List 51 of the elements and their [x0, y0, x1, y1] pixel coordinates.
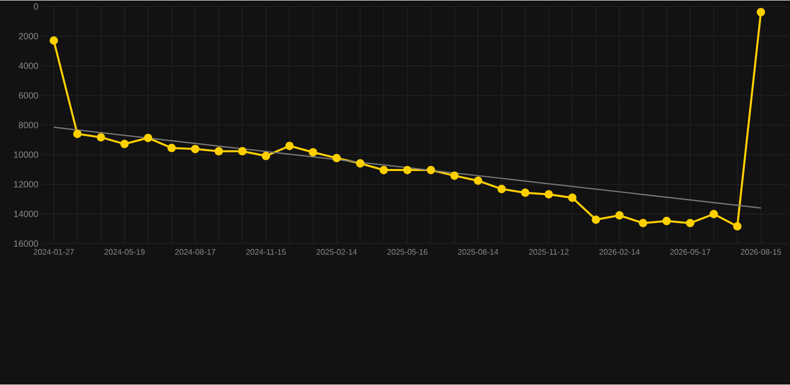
- point: [662, 217, 671, 226]
- point: [592, 216, 600, 224]
- x-tick-label: 2026-05-17: [670, 249, 710, 255]
- point: [214, 147, 223, 156]
- y-tick-label: 12000: [14, 181, 38, 188]
- x-tick-label: 2024-05-19: [104, 249, 145, 255]
- point: [332, 154, 341, 162]
- point: [474, 176, 482, 186]
- y-tick-label: 8000: [18, 122, 38, 128]
- point: [285, 142, 294, 150]
- point: [50, 36, 58, 46]
- x-tick-label: 2024-01-27: [34, 249, 74, 255]
- y-tick-label: 6000: [18, 92, 38, 99]
- point: [96, 133, 106, 142]
- point: [426, 166, 436, 174]
- point: [380, 166, 388, 174]
- y-tick-label: 4000: [18, 62, 38, 70]
- point: [403, 166, 412, 174]
- y-tick-label: 0: [34, 4, 38, 10]
- point: [120, 140, 129, 148]
- point: [544, 190, 553, 199]
- point: [356, 159, 364, 168]
- point: [686, 219, 694, 228]
- point: [497, 185, 506, 194]
- point: [262, 152, 270, 160]
- x-tick-label: 2024-08-17: [175, 249, 216, 255]
- point: [191, 145, 200, 154]
- y-tick-label: 14000: [14, 210, 38, 218]
- point: [167, 144, 176, 152]
- point: [73, 130, 82, 138]
- y-tick-label: 10000: [14, 152, 38, 158]
- point: [568, 194, 577, 202]
- point: [238, 147, 247, 156]
- point: [308, 148, 318, 157]
- y-tick-label: 16000: [14, 240, 38, 247]
- point: [733, 222, 742, 231]
- point: [710, 210, 718, 218]
- x-tick-label: 2025-02-14: [316, 249, 357, 255]
- point: [450, 172, 459, 180]
- point: [638, 219, 648, 228]
- point: [615, 211, 624, 220]
- x-tick-label: 2025-05-16: [387, 249, 428, 255]
- x-tick-label: 2025-11-12: [529, 249, 569, 255]
- point: [520, 188, 530, 198]
- x-tick-label: 2026-02-14: [599, 249, 640, 255]
- x-tick-label: 2025-08-14: [458, 249, 498, 255]
- x-tick-label: 2026-08-15: [740, 249, 782, 255]
- point: [756, 8, 766, 17]
- y-tick-label: 2000: [18, 33, 38, 40]
- x-tick-label: 2024-11-15: [246, 249, 286, 255]
- point: [144, 134, 152, 142]
